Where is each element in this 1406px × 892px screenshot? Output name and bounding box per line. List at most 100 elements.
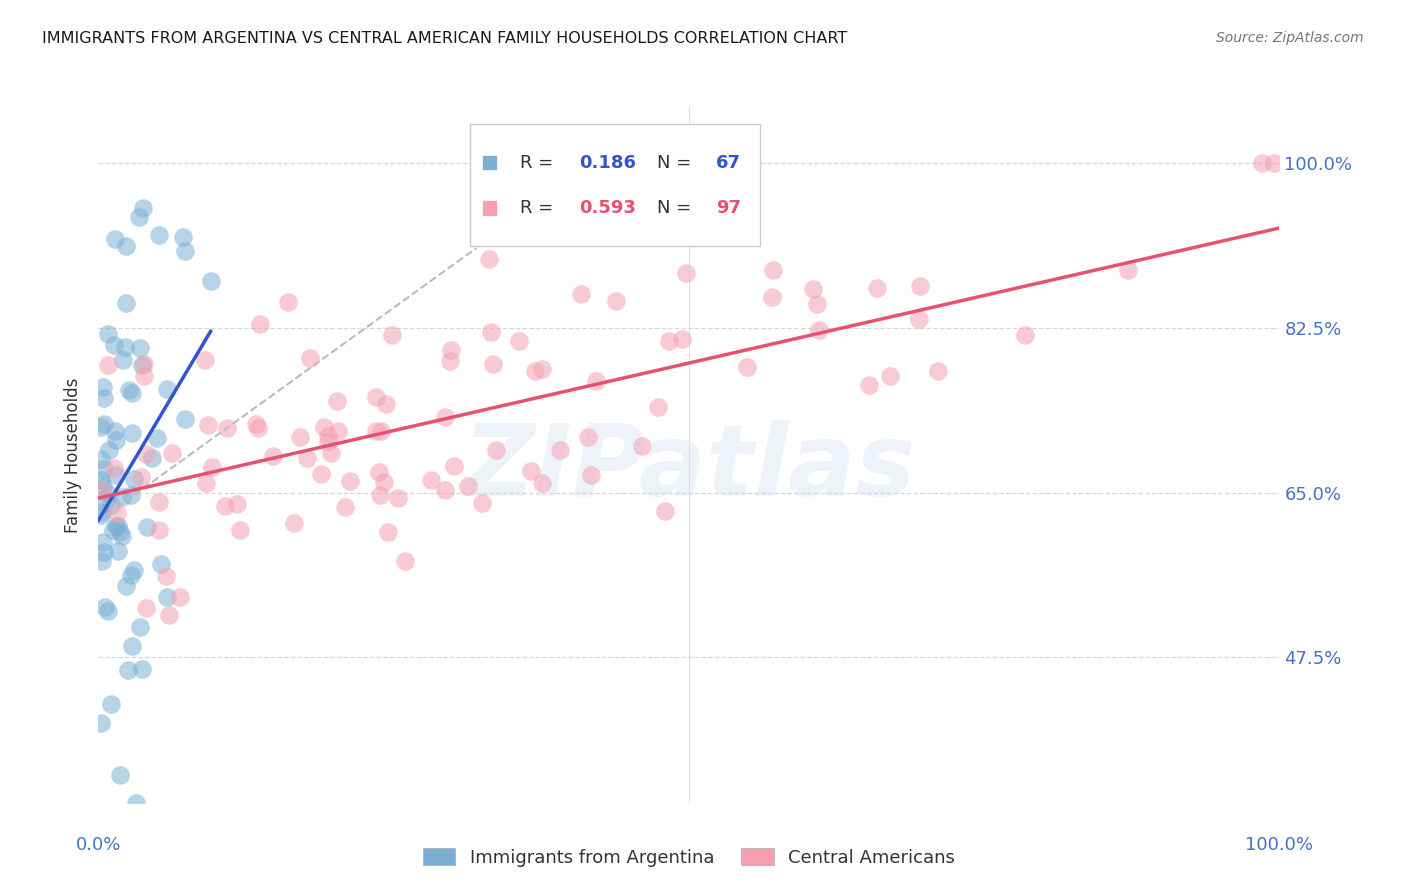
- Point: [761, 290, 783, 304]
- Point: [155, 568, 177, 582]
- Point: [110, 525, 132, 540]
- Point: [93, 392, 115, 406]
- Point: [157, 607, 180, 622]
- Point: [108, 767, 131, 781]
- Legend: Immigrants from Argentina, Central Americans: Immigrants from Argentina, Central Ameri…: [416, 840, 962, 874]
- Point: [1014, 328, 1036, 343]
- Point: [377, 524, 399, 539]
- Point: [124, 563, 146, 577]
- Point: [1263, 156, 1285, 170]
- Point: [125, 796, 148, 810]
- Point: [115, 239, 138, 253]
- Point: [478, 252, 501, 267]
- Point: [247, 421, 270, 435]
- Point: [808, 323, 831, 337]
- Point: [762, 263, 785, 277]
- Point: [96, 493, 118, 508]
- Point: [420, 473, 443, 487]
- Point: [370, 425, 392, 439]
- Point: [439, 353, 461, 368]
- Point: [482, 357, 505, 371]
- Point: [314, 419, 336, 434]
- Point: [319, 446, 342, 460]
- Point: [879, 368, 901, 383]
- Point: [103, 338, 125, 352]
- Point: [169, 590, 191, 604]
- Point: [228, 523, 250, 537]
- Point: [90, 452, 112, 467]
- Text: IMMIGRANTS FROM ARGENTINA VS CENTRAL AMERICAN FAMILY HOUSEHOLDS CORRELATION CHAR: IMMIGRANTS FROM ARGENTINA VS CENTRAL AME…: [42, 31, 848, 46]
- Point: [658, 334, 681, 348]
- Point: [630, 439, 652, 453]
- Point: [114, 340, 136, 354]
- Point: [394, 554, 416, 568]
- Point: [858, 378, 880, 392]
- Point: [508, 334, 530, 349]
- Point: [283, 516, 305, 531]
- Point: [195, 475, 218, 490]
- Point: [457, 479, 479, 493]
- Point: [105, 467, 128, 482]
- Point: [479, 326, 502, 340]
- Point: [93, 417, 115, 431]
- Point: [129, 620, 152, 634]
- Point: [91, 534, 114, 549]
- Point: [111, 490, 134, 504]
- Point: [531, 362, 554, 376]
- Point: [122, 472, 145, 486]
- Point: [93, 545, 115, 559]
- Point: [141, 451, 163, 466]
- Point: [471, 496, 494, 510]
- Point: [297, 450, 319, 465]
- Point: [148, 524, 170, 538]
- Point: [298, 351, 321, 366]
- Point: [148, 228, 170, 243]
- Point: [366, 424, 388, 438]
- Point: [131, 358, 153, 372]
- Point: [148, 495, 170, 509]
- Point: [908, 279, 931, 293]
- Point: [801, 282, 824, 296]
- Point: [201, 459, 224, 474]
- Text: R =: R =: [520, 199, 560, 217]
- Point: [174, 244, 197, 258]
- Point: [111, 352, 134, 367]
- Point: [1116, 263, 1139, 277]
- Point: [381, 328, 404, 343]
- Point: [434, 483, 457, 497]
- Point: [100, 498, 122, 512]
- Point: [316, 434, 339, 449]
- Point: [156, 590, 179, 604]
- Point: [121, 639, 143, 653]
- Point: [671, 332, 693, 346]
- Point: [368, 465, 391, 479]
- Point: [200, 275, 222, 289]
- Point: [373, 475, 395, 489]
- Point: [374, 397, 396, 411]
- Point: [214, 499, 236, 513]
- Point: [90, 505, 112, 519]
- Point: [90, 483, 112, 497]
- Point: [581, 468, 603, 483]
- Text: N =: N =: [657, 153, 697, 171]
- Point: [908, 312, 931, 326]
- Point: [569, 286, 592, 301]
- Text: 97: 97: [716, 199, 741, 217]
- Point: [174, 412, 197, 426]
- Point: [647, 400, 669, 414]
- Text: 0.186: 0.186: [579, 153, 636, 171]
- Point: [326, 393, 349, 408]
- Point: [245, 417, 267, 432]
- Point: [135, 601, 157, 615]
- Point: [277, 295, 299, 310]
- Point: [90, 554, 112, 568]
- Point: [387, 491, 409, 506]
- Point: [131, 662, 153, 676]
- Point: [1250, 156, 1272, 170]
- Point: [160, 446, 183, 460]
- Point: [117, 663, 139, 677]
- Point: [156, 382, 179, 396]
- Point: [326, 424, 349, 438]
- Text: N =: N =: [657, 199, 697, 217]
- Point: [132, 201, 155, 215]
